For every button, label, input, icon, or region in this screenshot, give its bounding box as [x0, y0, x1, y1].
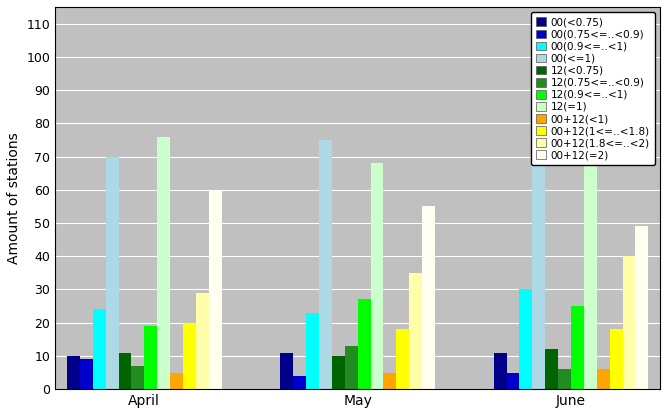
- Bar: [622, 256, 636, 389]
- Legend: 00(<0.75), 00(0.75<=..<0.9), 00(0.9<=..<1), 00(<=1), 12(<0.75), 12(0.75<=..<0.9): 00(<0.75), 00(0.75<=..<0.9), 00(0.9<=..<…: [531, 12, 655, 166]
- Bar: [636, 226, 648, 389]
- Bar: [332, 356, 345, 389]
- Bar: [80, 359, 93, 389]
- Bar: [196, 293, 209, 389]
- Bar: [280, 353, 293, 389]
- Bar: [532, 166, 545, 389]
- Bar: [105, 156, 119, 389]
- Bar: [610, 330, 622, 389]
- Bar: [157, 137, 170, 389]
- Bar: [371, 163, 384, 389]
- Bar: [67, 356, 80, 389]
- Bar: [384, 373, 396, 389]
- Bar: [520, 290, 532, 389]
- Bar: [119, 353, 131, 389]
- Bar: [494, 353, 506, 389]
- Bar: [209, 190, 221, 389]
- Bar: [293, 376, 306, 389]
- Bar: [506, 373, 520, 389]
- Bar: [93, 310, 105, 389]
- Bar: [306, 313, 319, 389]
- Bar: [319, 140, 332, 389]
- Bar: [345, 346, 358, 389]
- Bar: [144, 326, 157, 389]
- Bar: [422, 206, 435, 389]
- Bar: [558, 369, 571, 389]
- Bar: [183, 323, 196, 389]
- Bar: [358, 300, 371, 389]
- Bar: [170, 373, 183, 389]
- Bar: [597, 369, 610, 389]
- Bar: [410, 273, 422, 389]
- Bar: [571, 306, 584, 389]
- Bar: [131, 366, 144, 389]
- Bar: [584, 156, 597, 389]
- Bar: [545, 349, 558, 389]
- Y-axis label: Amount of stations: Amount of stations: [7, 132, 21, 264]
- Bar: [396, 330, 410, 389]
